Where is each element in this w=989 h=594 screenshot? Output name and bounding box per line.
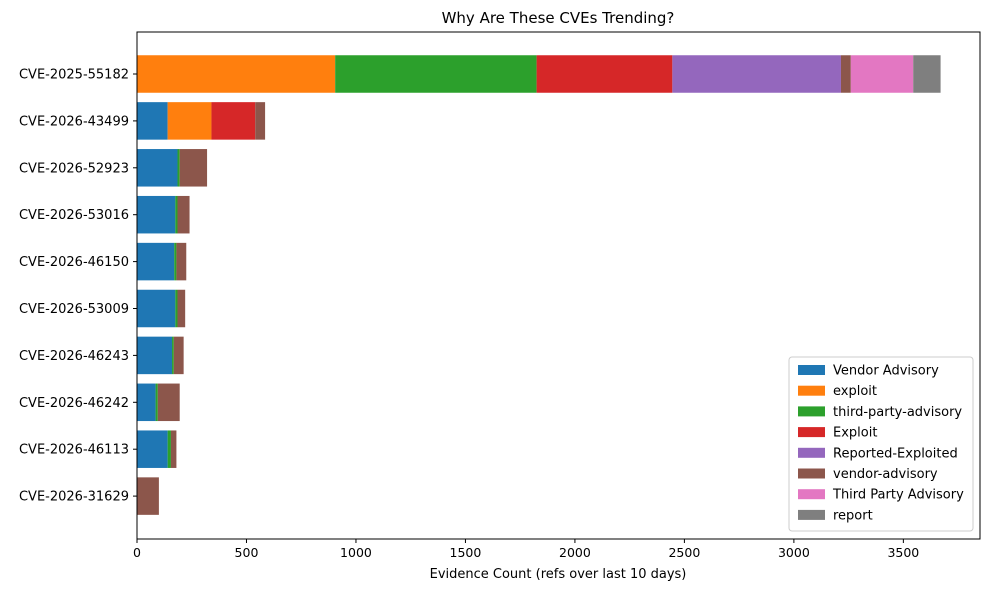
bar-segment-cve-2026-31629-vendor-advisory [137,477,159,515]
legend-label: Vendor Advisory [833,364,939,379]
bar-segment-cve-2026-46150-third-party-advisory [174,242,177,281]
y-tick-label: CVE-2026-46243 [19,349,129,364]
bar-segment-cve-2026-52923-vendor-advisory [137,149,178,187]
bar-segment-cve-2026-46242-third-party-advisory [155,383,158,422]
bar-segment-cve-2026-52923-vendor-advisory [179,149,208,187]
legend-label: Exploit [833,426,877,441]
bar-segment-cve-2026-53016-vendor-advisory [177,195,190,234]
bar-segment-cve-2026-53016-third-party-advisory [175,195,178,234]
legend-frame [788,356,974,532]
y-axis: CVE-2025-55182 CVE-2026-43499 CVE-2026-529… [19,68,137,505]
legend-label: Reported-Exploited [833,446,958,461]
bar-segment-cve-2025-55182-third-party-advisory [335,55,537,93]
bar-segment-cve-2026-46243-vendor-advisory [173,336,184,375]
plot-frame [136,31,981,540]
x-tick-label: 1000 [340,545,372,560]
bar-segment-cve-2025-55182-third-party-advisory [850,55,914,93]
y-tick-label: CVE-2026-53009 [19,302,129,317]
x-tick-label: 3000 [778,545,810,560]
bar-segment-cve-2025-55182-exploit [137,55,336,93]
bar-segment-cve-2026-46243-vendor-advisory [137,336,173,375]
legend-label: vendor-advisory [833,467,938,482]
bar-segment-cve-2026-46243-third-party-advisory [172,336,174,375]
bars-group [137,55,941,515]
bar-segment-cve-2025-55182-reported-exploited [672,55,841,93]
bar-segment-cve-2026-46150-vendor-advisory [137,242,175,281]
bar-segment-cve-2025-55182-report [913,55,941,93]
bar-segment-cve-2026-46113-vendor-advisory [137,430,168,468]
bar-segment-cve-2026-46150-vendor-advisory [176,242,187,281]
y-tick-label: CVE-2025-55182 [19,68,129,83]
x-tick-label: 500 [235,545,259,560]
legend-swatch [798,385,825,396]
x-axis: 0 500 1000 1500 2000 2500 3000 3500 [133,539,919,560]
legend-swatch [798,468,825,479]
bar-segment-cve-2026-46242-vendor-advisory [137,383,156,422]
bar-segment-cve-2026-53016-vendor-advisory [137,195,176,234]
y-tick-label: CVE-2026-46113 [19,443,129,458]
bar-segment-cve-2026-53009-vendor-advisory [137,289,176,328]
legend-swatch [798,509,825,520]
legend-swatch [798,365,825,375]
bar-segment-cve-2026-43499-vendor-advisory [137,102,168,140]
legend-swatch [798,427,825,438]
y-tick-label: CVE-2026-31629 [19,490,129,505]
bar-segment-cve-2026-43499-exploit [211,102,256,140]
bar-segment-cve-2026-52923-third-party-advisory [177,149,180,187]
x-tick-label: 1500 [450,545,482,560]
x-tick-label: 2500 [668,545,700,560]
bar-segment-cve-2026-53009-third-party-advisory [175,289,178,328]
bar-segment-cve-2026-43499-vendor-advisory [255,102,266,140]
bar-segment-cve-2025-55182-exploit [536,55,673,93]
legend-swatch [798,406,825,417]
y-tick-label: CVE-2026-46150 [19,255,129,270]
x-tick-label: 2000 [559,545,591,560]
bar-segment-cve-2026-53009-vendor-advisory [177,289,186,328]
legend-swatch [798,489,825,500]
y-tick-label: CVE-2026-43499 [19,114,129,129]
legend-label: exploit [833,384,877,399]
y-tick-label: CVE-2026-46242 [19,396,129,411]
x-tick-label: 3500 [887,545,919,560]
y-tick-label: CVE-2026-52923 [19,161,129,176]
x-tick-label: 0 [133,545,141,560]
legend: Vendor Advisory exploit third-party-adviso… [788,356,974,532]
x-axis-label: Evidence Count (refs over last 10 days) [430,567,687,582]
legend-label: third-party-advisory [833,405,962,420]
bar-segment-cve-2026-46242-vendor-advisory [157,383,180,422]
bar-segment-cve-2025-55182-vendor-advisory [840,55,851,93]
y-tick-label: CVE-2026-53016 [19,208,129,223]
bar-segment-cve-2026-46113-third-party-advisory [167,430,171,468]
chart-title: Why Are These CVEs Trending? [442,9,675,27]
bar-segment-cve-2026-43499-exploit [167,102,212,140]
legend-label: report [833,508,873,523]
legend-label: Third Party Advisory [832,488,964,503]
legend-swatch [798,447,825,458]
bar-segment-cve-2026-46113-vendor-advisory [170,430,177,468]
